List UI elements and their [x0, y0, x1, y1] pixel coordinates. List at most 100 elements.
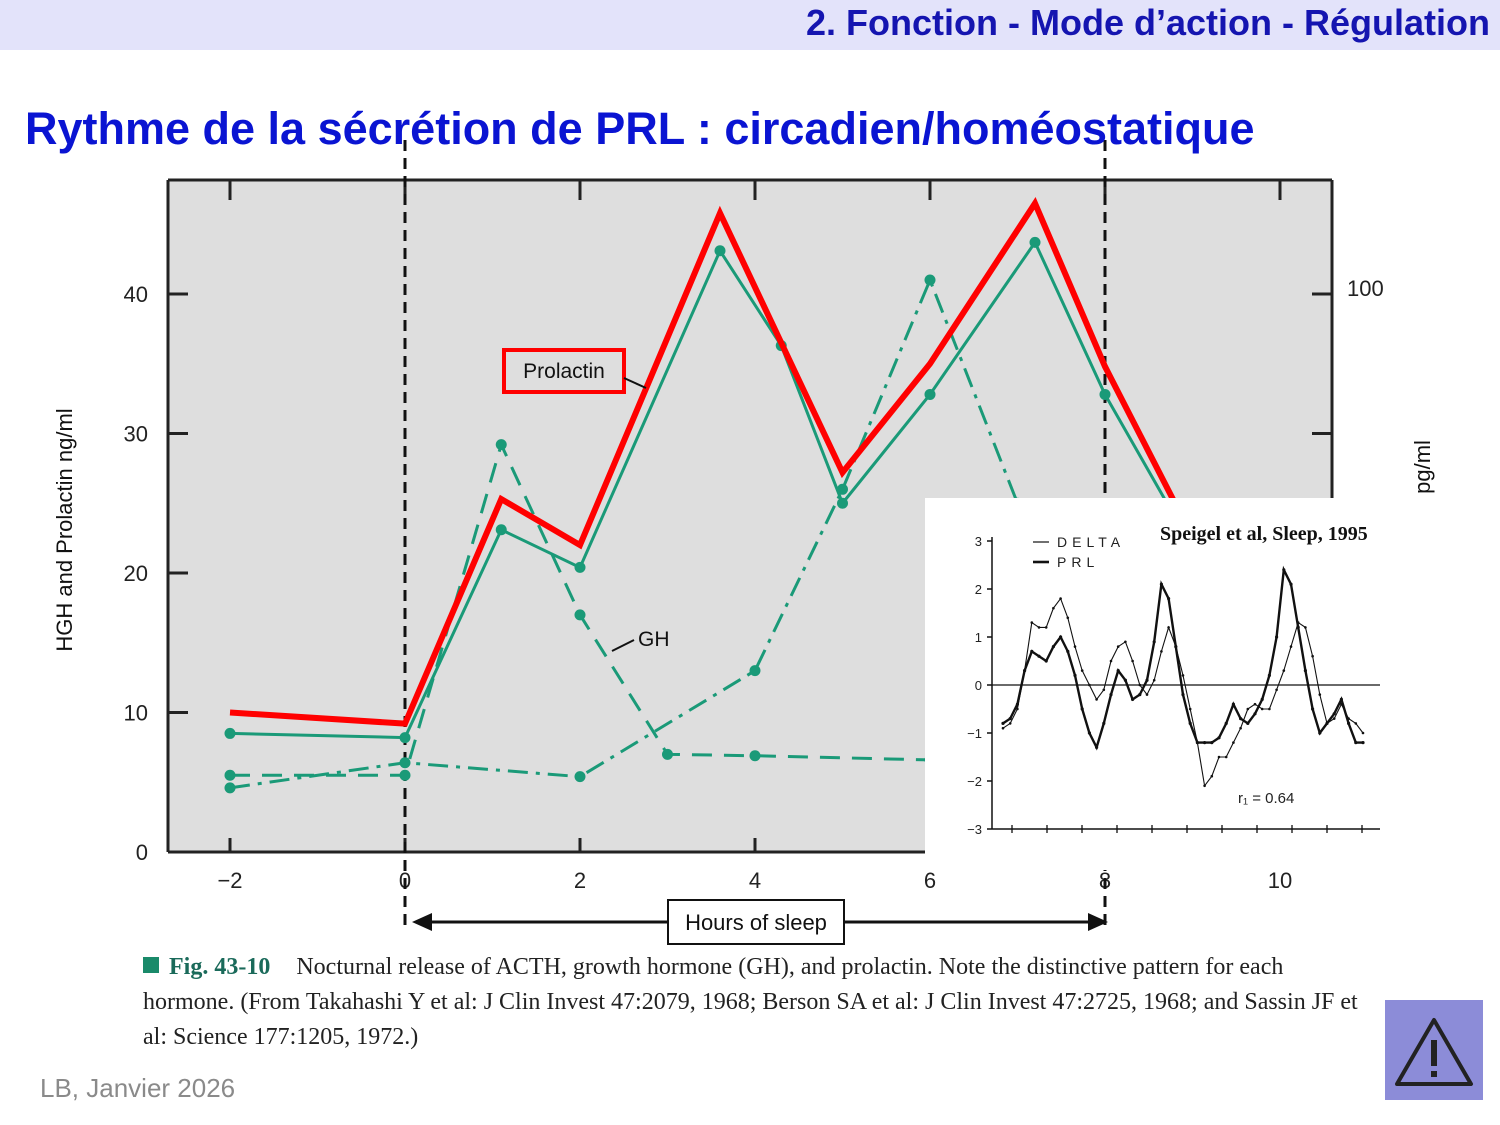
- y-tick-label: 0: [136, 840, 148, 865]
- inset-data-point: [1203, 784, 1206, 788]
- inset-data-point: [1059, 635, 1063, 639]
- x-tick-label: 2: [574, 868, 586, 893]
- inset-data-point: [1131, 659, 1134, 663]
- data-point: [714, 245, 726, 257]
- inset-data-point: [1102, 721, 1106, 725]
- inset-data-point: [1066, 616, 1070, 620]
- inset-data-point: [1311, 707, 1315, 711]
- inset-data-point: [1217, 736, 1221, 740]
- inset-data-point: [1102, 688, 1106, 692]
- data-point: [495, 524, 507, 536]
- inset-data-point: [1167, 597, 1171, 601]
- inset-data-point: [1109, 693, 1113, 697]
- data-point: [224, 727, 236, 739]
- inset-data-point: [1080, 669, 1084, 672]
- inset-data-point: [1015, 702, 1019, 706]
- x-tick-label: −2: [217, 868, 242, 893]
- inset-data-point: [1138, 683, 1142, 687]
- series-line-prolactin: [229, 197, 1178, 727]
- inset-data-point: [1052, 606, 1055, 610]
- inset-data-point: [1095, 698, 1098, 701]
- inset-data-point: [1289, 645, 1293, 648]
- inset-data-point: [1318, 731, 1322, 735]
- slide-title: Rythme de la sécrétion de PRL : circadie…: [25, 103, 1255, 154]
- warning-icon: [1395, 1018, 1473, 1086]
- y-axis-label: HGH and Prolactin ng/ml: [52, 408, 77, 651]
- data-point: [399, 769, 411, 781]
- inset-data-point: [1275, 635, 1279, 639]
- inset-data-point: [1066, 649, 1070, 653]
- inset-data-point: [1224, 755, 1228, 759]
- inset-data-point: [1268, 707, 1271, 711]
- sleep-arrow-right-head: [1088, 913, 1108, 931]
- inset-data-point: [1231, 702, 1235, 706]
- inset-data-point: [1030, 621, 1034, 624]
- caption-marker: [143, 957, 159, 973]
- data-point: [224, 782, 236, 794]
- inset-data-point: [1001, 721, 1005, 725]
- inset-data-point: [1138, 693, 1142, 697]
- prolactin-pointer: [623, 377, 647, 389]
- data-point: [749, 750, 761, 762]
- inset-data-point: [1246, 721, 1250, 725]
- inset-data-point: [1044, 626, 1048, 629]
- inset-delta-prl-chart: −3 −2 −1 0 1 2 3 DELTA PRL r₁ = 0.64: [967, 534, 1380, 837]
- inset-y-tick-label: 3: [975, 534, 982, 549]
- inset-data-point: [1008, 717, 1012, 721]
- inset-data-point: [1124, 640, 1127, 644]
- inset-y-tick-label: −2: [967, 774, 982, 789]
- data-point: [495, 439, 507, 451]
- inset-data-point: [1123, 678, 1127, 682]
- inset-data-point: [1282, 568, 1286, 572]
- inset-data-point: [1131, 697, 1135, 701]
- inset-correlation-label: r₁ = 0.64: [1238, 790, 1294, 807]
- inset-data-point: [1181, 674, 1185, 677]
- inset-data-point: [1051, 645, 1055, 649]
- x-axis-label: Hours of sleep: [685, 910, 827, 935]
- data-point: [924, 274, 936, 286]
- inset-data-point: [1303, 669, 1307, 673]
- data-point: [837, 497, 848, 509]
- inset-data-point: [1160, 650, 1163, 653]
- inset-data-point: [1152, 678, 1156, 682]
- inset-data-point: [1304, 626, 1307, 629]
- inset-data-point: [1339, 697, 1343, 701]
- inset-data-point: [1253, 712, 1257, 716]
- inset-data-point: [1217, 755, 1221, 759]
- data-point: [749, 665, 761, 677]
- prolactin-label-box: [502, 348, 626, 394]
- inset-data-point: [1109, 659, 1113, 663]
- data-point: [1029, 236, 1041, 248]
- inset-y-tick-label: 2: [975, 582, 982, 597]
- inset-data-point: [1023, 669, 1027, 673]
- inset-data-point: [1354, 741, 1358, 745]
- section-title: 2. Fonction - Mode d’action - Régulation: [806, 2, 1490, 43]
- inset-data-point: [1080, 707, 1084, 711]
- inset-data-point: [1210, 741, 1214, 745]
- inset-data-point: [1267, 673, 1271, 677]
- inset-data-point: [1188, 721, 1192, 725]
- inset-data-point: [1361, 731, 1365, 735]
- warning-button[interactable]: [1385, 1000, 1483, 1100]
- y-tick-label: 40: [124, 282, 148, 307]
- inset-data-point: [1282, 669, 1286, 672]
- gh-pointer: [611, 639, 635, 652]
- inset-data-point: [1030, 649, 1034, 653]
- inset-y-tick-label: 0: [975, 678, 982, 693]
- inset-y-tick-label: 1: [975, 630, 982, 645]
- inset-data-point: [1332, 717, 1336, 720]
- inset-data-point: [1347, 721, 1351, 725]
- inset-data-point: [1087, 731, 1091, 735]
- x-axis-label-box: [667, 899, 845, 945]
- inset-data-point: [1167, 626, 1170, 629]
- inset-data-point: [1181, 693, 1185, 697]
- inset-data-point: [1289, 582, 1293, 586]
- inset-data-point: [1044, 659, 1048, 663]
- inset-data-point: [1311, 654, 1314, 658]
- data-point: [224, 769, 236, 781]
- data-point: [399, 757, 411, 769]
- inset-data-point: [1246, 707, 1250, 711]
- inset-data-point: [1332, 712, 1336, 716]
- inset-data-point: [1239, 717, 1243, 721]
- inset-data-point: [1159, 582, 1163, 586]
